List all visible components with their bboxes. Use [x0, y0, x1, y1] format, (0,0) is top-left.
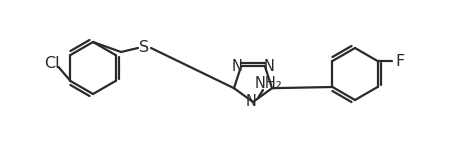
Text: Cl: Cl	[44, 55, 59, 71]
Text: N: N	[232, 59, 243, 74]
Text: NH₂: NH₂	[255, 76, 283, 91]
Text: N: N	[263, 59, 274, 74]
Text: S: S	[139, 40, 149, 55]
Text: N: N	[246, 94, 256, 109]
Text: F: F	[395, 54, 404, 69]
